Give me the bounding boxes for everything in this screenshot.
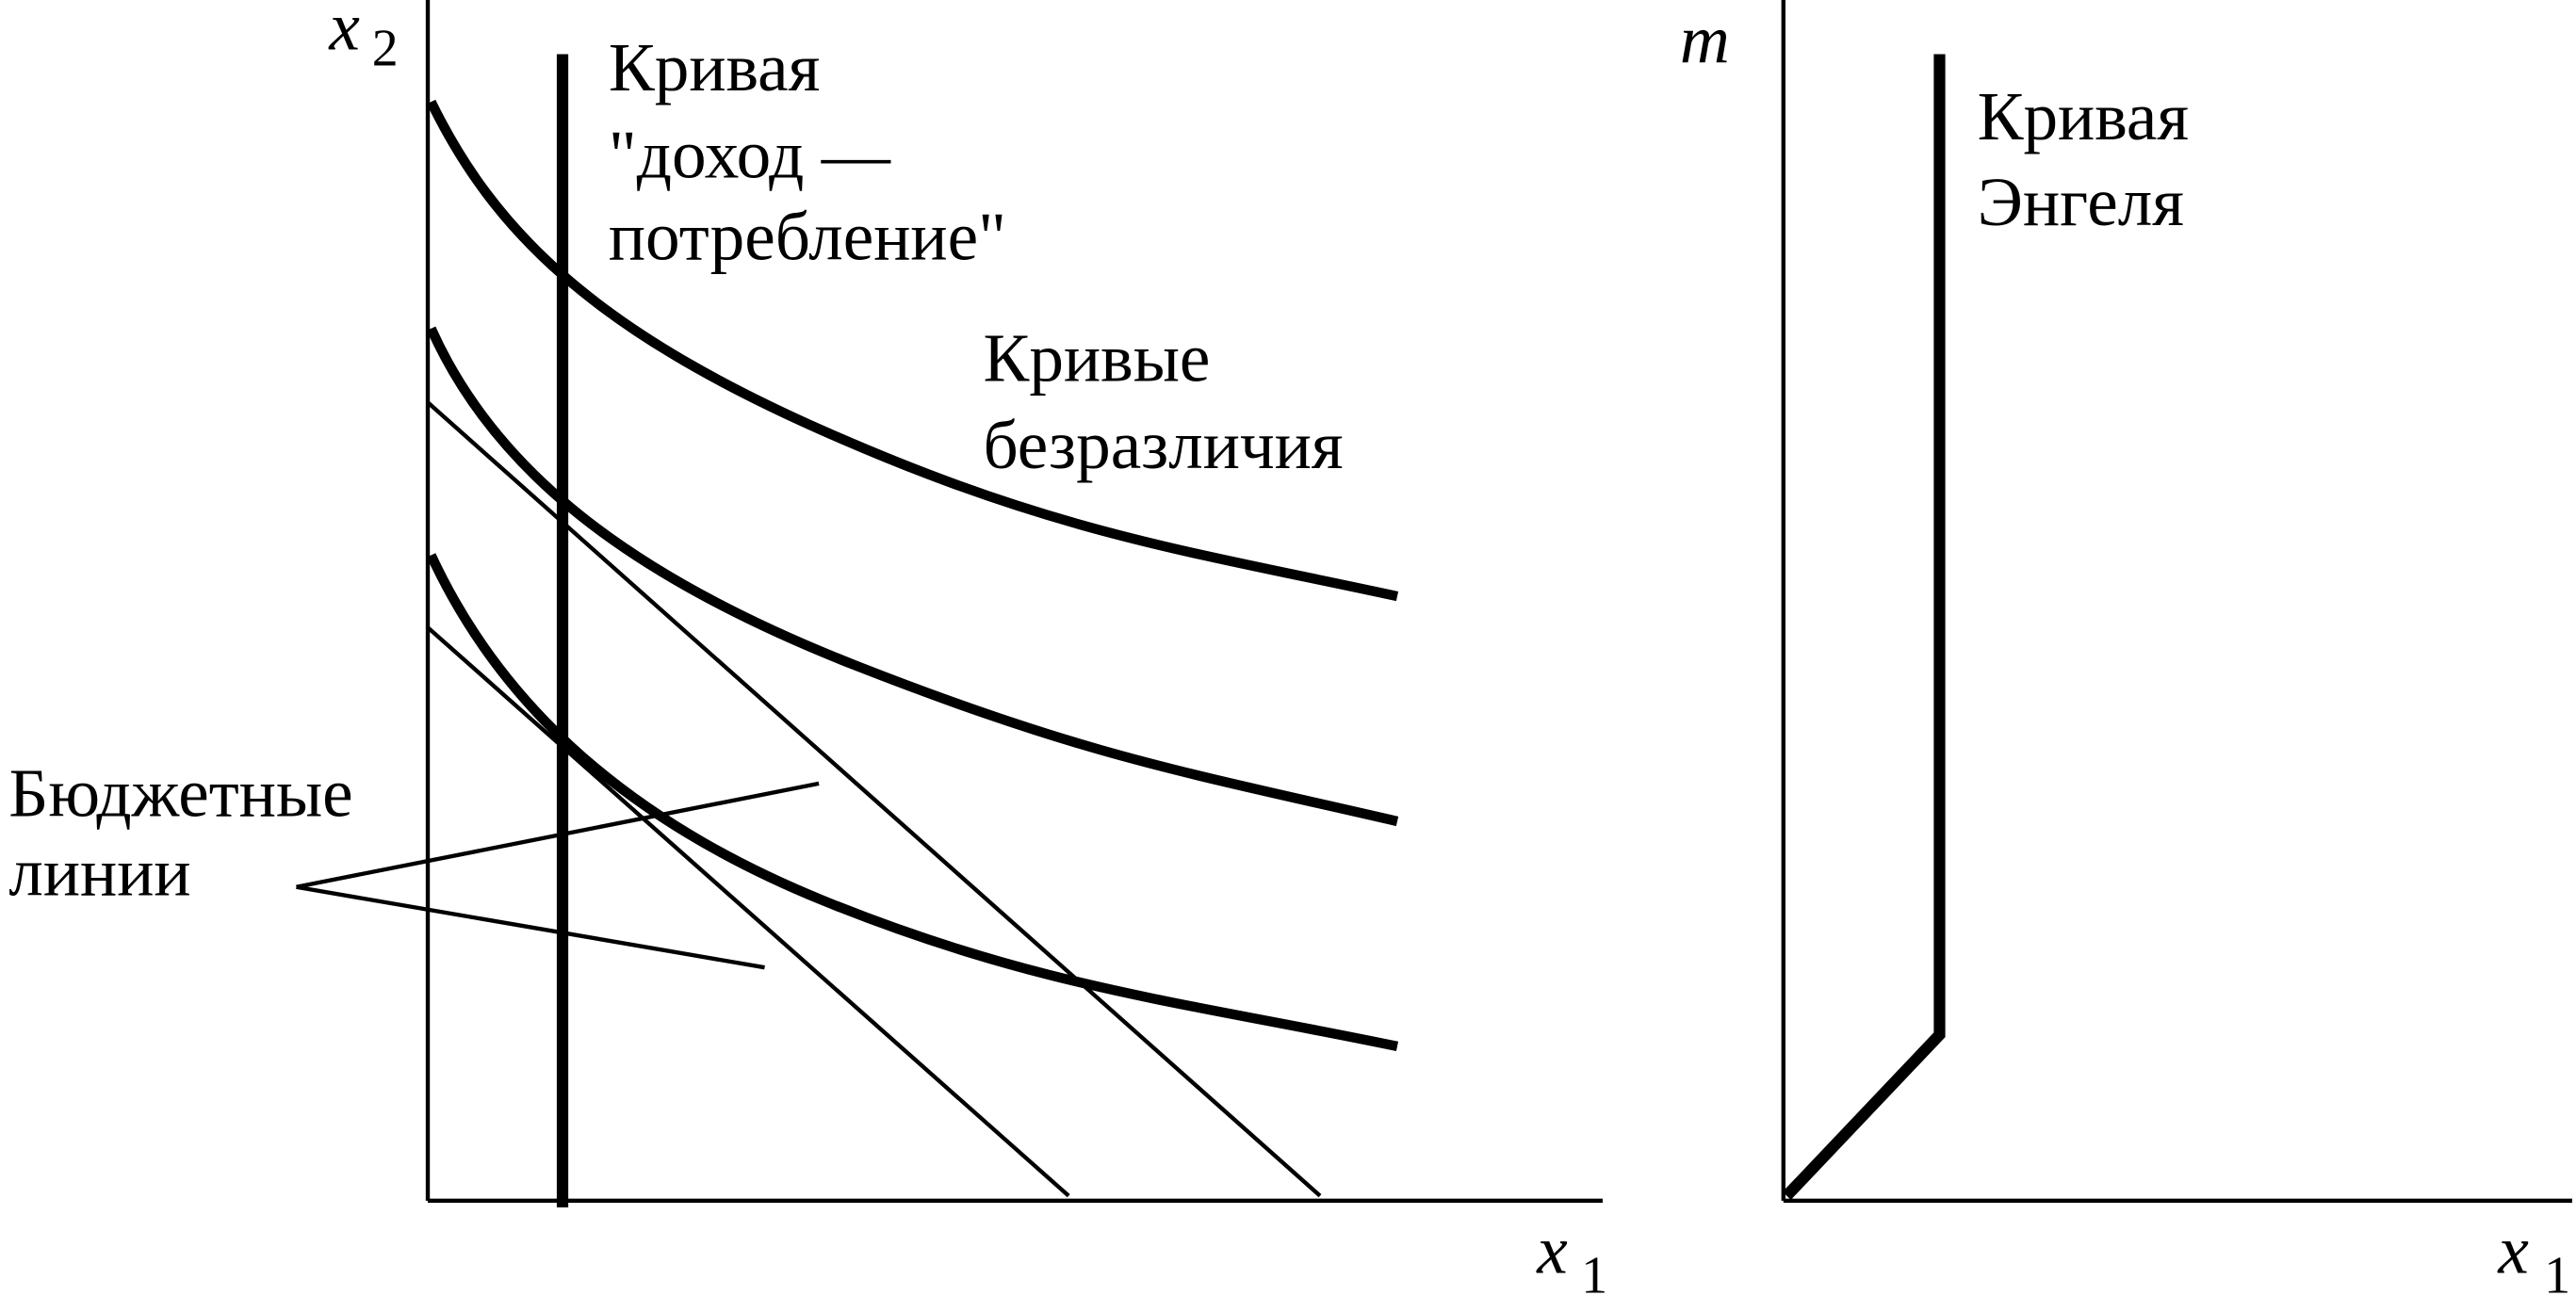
icc-label: Кривая — [609, 29, 820, 105]
indifference-label: безразличия — [983, 407, 1343, 483]
budget-line — [426, 400, 1322, 1198]
pointer-line — [296, 884, 765, 970]
y-axis-label: m — [1680, 1, 1730, 77]
y-axis-sub: 2 — [372, 20, 399, 78]
indifference-curve — [426, 553, 1399, 1052]
budget-label: линии — [8, 834, 190, 910]
x-axis-sub: 1 — [1581, 1247, 1607, 1296]
y-axis-var: x — [328, 0, 360, 64]
engel-label: Кривая — [1978, 78, 2189, 154]
budget-line — [426, 625, 1070, 1198]
icc-label: потребление" — [609, 199, 1006, 275]
indifference-curve — [426, 326, 1399, 827]
x-axis-sub: 1 — [2544, 1247, 2570, 1296]
x-axis-var: x — [2497, 1212, 2529, 1288]
engel-label: Энгеля — [1978, 164, 2184, 240]
indifference-curve — [426, 99, 1399, 602]
icc-label: "доход — — [609, 116, 891, 192]
x-axis-var: x — [1536, 1212, 1568, 1288]
indifference-label: Кривые — [983, 320, 1210, 397]
pointer-line — [296, 781, 820, 889]
budget-label: Бюджетные — [8, 755, 352, 832]
engel-curve — [1782, 54, 1946, 1200]
